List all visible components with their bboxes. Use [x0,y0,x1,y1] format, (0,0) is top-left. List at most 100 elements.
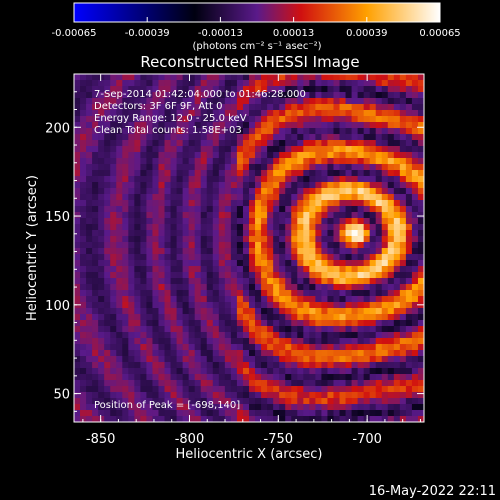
heatmap-cell [303,344,310,351]
heatmap-cell [110,344,117,351]
heatmap-cell [393,404,401,411]
heatmap-cell [321,272,328,279]
heatmap-cell [74,326,81,333]
heatmap-cell [164,74,171,81]
heatmap-cell [315,242,322,249]
heatmap-cell [351,200,359,207]
heatmap-cell [345,98,352,105]
heatmap-cell [116,344,123,351]
heatmap-cell [134,212,141,219]
heatmap-cell [134,320,141,327]
heatmap-cell [200,146,208,153]
heatmap-cell [188,392,196,399]
heatmap-cell [80,302,87,309]
heatmap-cell [261,278,268,285]
heatmap-cell [285,182,292,189]
heatmap-cell [387,266,395,273]
heatmap-cell [345,194,352,201]
heatmap-cell [357,170,365,177]
heatmap-cell [255,80,262,87]
heatmap-cell [74,134,81,141]
heatmap-cell [74,230,81,237]
heatmap-cell [176,206,184,213]
heatmap-cell [327,86,334,93]
heatmap-cell [194,182,202,189]
heatmap-cell [116,284,123,291]
heatmap-cell [273,410,280,417]
heatmap-cell [327,308,334,315]
heatmap-cell [339,218,346,225]
heatmap-cell [351,152,359,159]
heatmap-cell [74,92,81,99]
heatmap-cell [363,338,371,345]
heatmap-cell [357,92,365,99]
heatmap-cell [285,200,292,207]
heatmap-cell [291,308,298,315]
heatmap-cell [267,308,274,315]
heatmap-cell [315,236,322,243]
heatmap-cell [146,248,153,255]
heatmap-cell [86,242,93,249]
heatmap-cell [357,404,365,411]
heatmap-cell [273,374,280,381]
heatmap-cell [164,386,171,393]
heatmap-cell [80,308,87,315]
heatmap-cell [230,344,238,351]
heatmap-cell [279,320,286,327]
heatmap-cell [206,134,214,141]
heatmap-cell [261,92,268,99]
heatmap-cell [206,356,214,363]
heatmap-cell [393,98,401,105]
heatmap-cell [122,158,129,165]
heatmap-cell [417,206,424,213]
heatmap-cell [369,380,377,387]
heatmap-cell [285,386,292,393]
heatmap-cell [194,236,202,243]
heatmap-cell [333,404,340,411]
heatmap-cell [327,386,334,393]
heatmap-cell [140,332,147,339]
heatmap-cell [417,260,424,267]
heatmap-cell [128,242,135,249]
heatmap-cell [236,404,244,411]
heatmap-cell [116,224,123,231]
heatmap-cell [417,98,424,105]
heatmap-cell [351,410,359,417]
heatmap-cell [369,218,377,225]
heatmap-cell [110,356,117,363]
heatmap-cell [369,122,377,129]
footer-date: 16-May-2022 22:11 [369,484,496,499]
heatmap-cell [339,308,346,315]
heatmap-cell [405,284,413,291]
heatmap-cell [417,266,424,273]
heatmap-cell [387,194,395,201]
heatmap-cell [92,266,99,273]
heatmap-cell [291,350,298,357]
heatmap-cell [393,380,401,387]
heatmap-cell [285,176,292,183]
heatmap-cell [86,404,93,411]
heatmap-cell [128,230,135,237]
heatmap-cell [327,176,334,183]
heatmap-cell [128,122,135,129]
heatmap-cell [357,128,365,135]
heatmap-cell [279,194,286,201]
heatmap-cell [200,272,208,279]
heatmap-cell [393,200,401,207]
heatmap-cell [230,368,238,375]
heatmap-cell [206,128,214,135]
heatmap-cell [393,398,401,405]
heatmap-cell [194,218,202,225]
colorbar-tick-label: -0.00039 [125,28,170,39]
heatmap-cell [98,356,105,363]
heatmap-cell [194,212,202,219]
heatmap-cell [339,200,346,207]
heatmap-cell [218,164,226,171]
heatmap-cell [104,290,111,297]
heatmap-cell [273,272,280,279]
heatmap-cell [363,302,371,309]
heatmap-cell [74,80,81,87]
heatmap-cell [261,206,268,213]
heatmap-cell [218,368,226,375]
heatmap-cell [176,290,184,297]
